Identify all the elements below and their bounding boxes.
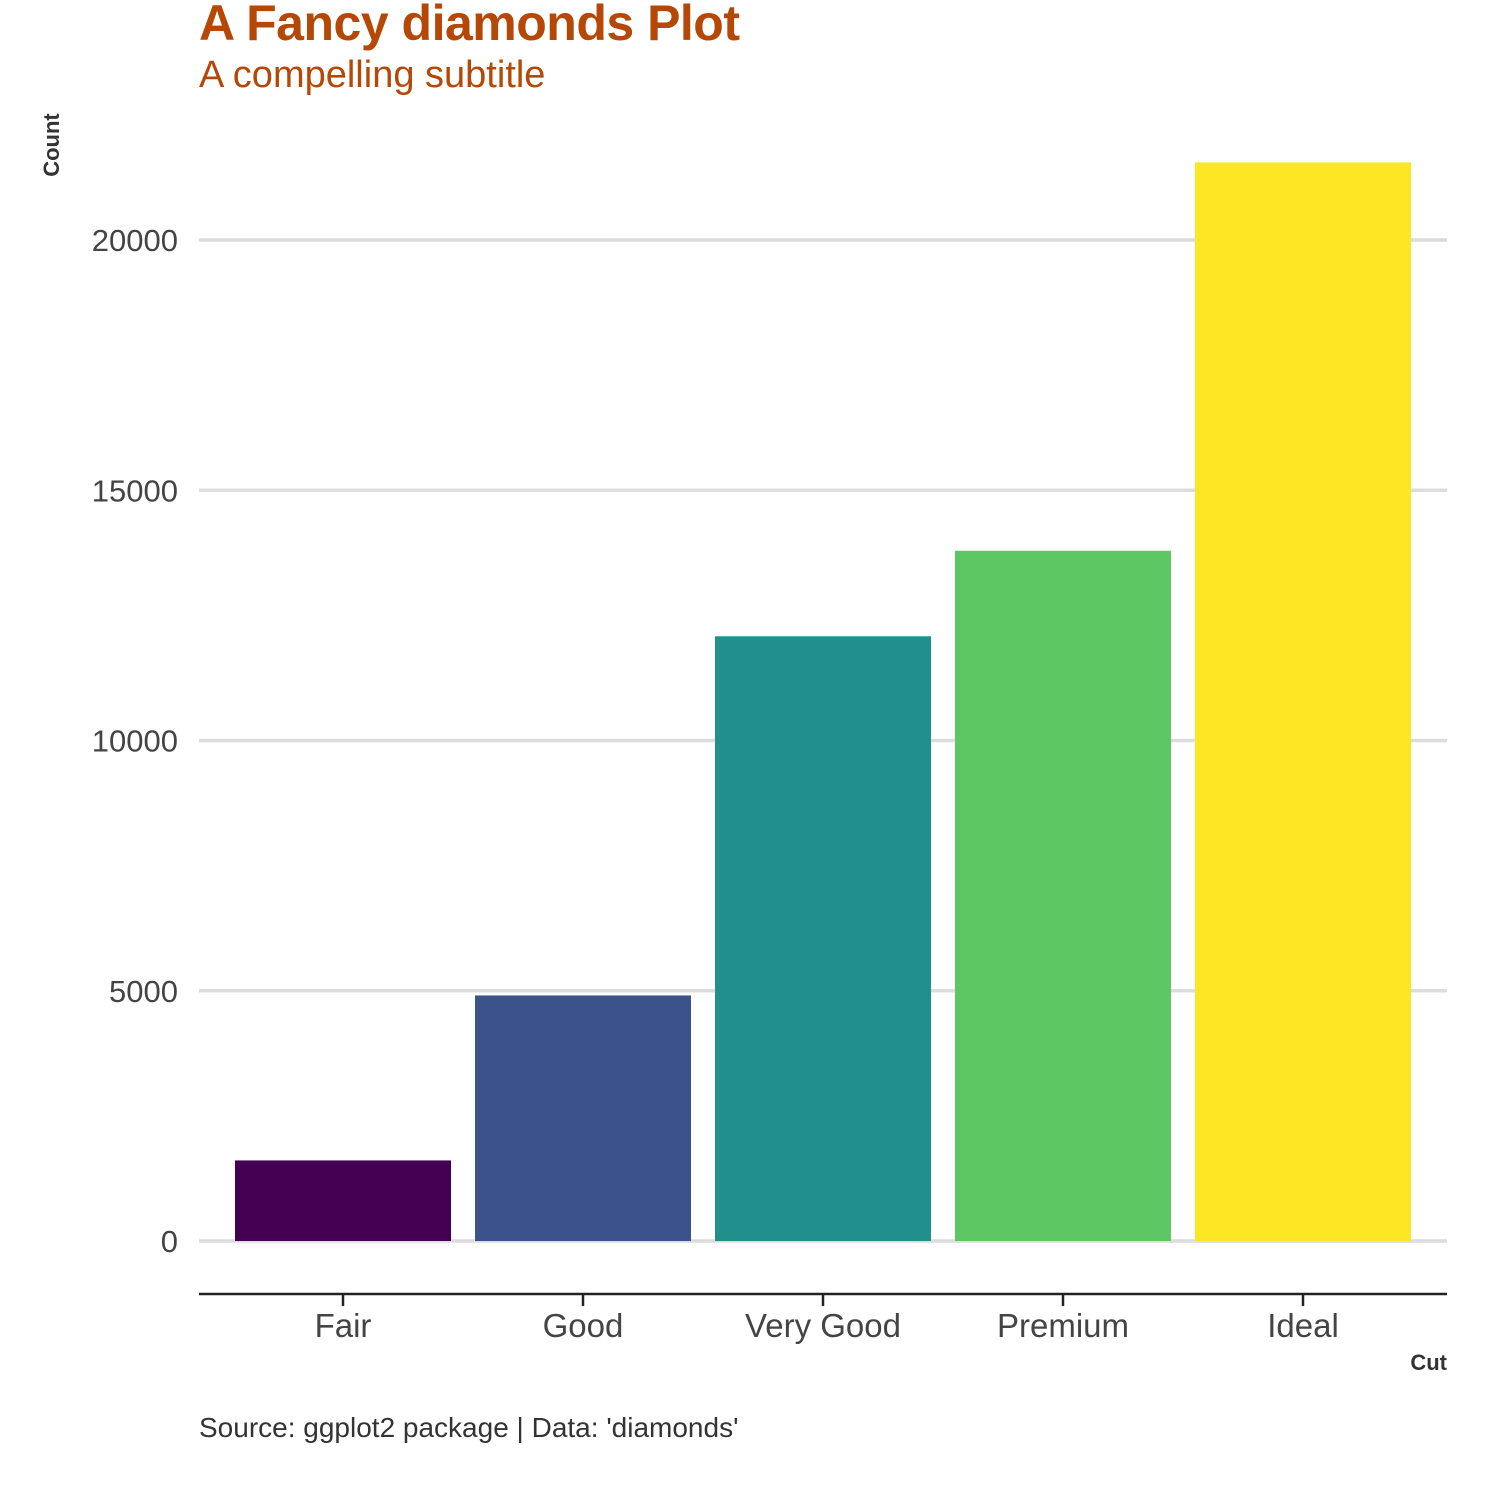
y-tick-label: 0 xyxy=(161,1224,178,1259)
bar-good xyxy=(475,995,691,1241)
y-tick-label: 20000 xyxy=(92,223,178,258)
bar-premium xyxy=(955,550,1171,1241)
y-axis-ticks: 0 5000 10000 15000 20000 xyxy=(92,223,178,1259)
x-tick-label: Premium xyxy=(997,1307,1129,1344)
bar-very-good xyxy=(715,636,931,1241)
x-tick-label: Very Good xyxy=(745,1307,901,1344)
x-axis-title: Cut xyxy=(1410,1350,1447,1375)
y-tick-label: 15000 xyxy=(92,473,178,508)
y-tick-label: 10000 xyxy=(92,724,178,759)
bar-fair xyxy=(235,1160,451,1241)
bar-ideal xyxy=(1195,162,1411,1242)
y-tick-label: 5000 xyxy=(109,974,178,1009)
y-axis-title: Count xyxy=(39,113,64,177)
x-tick-label: Ideal xyxy=(1267,1307,1339,1344)
x-tick-label: Good xyxy=(543,1307,624,1344)
x-axis-ticks: Fair Good Very Good Premium Ideal xyxy=(315,1294,1339,1344)
chart-title: A Fancy diamonds Plot xyxy=(199,0,740,51)
x-tick-label: Fair xyxy=(315,1307,372,1344)
chart-caption: Source: ggplot2 package | Data: 'diamond… xyxy=(199,1412,739,1443)
bars xyxy=(235,162,1411,1242)
chart-subtitle: A compelling subtitle xyxy=(199,54,546,96)
